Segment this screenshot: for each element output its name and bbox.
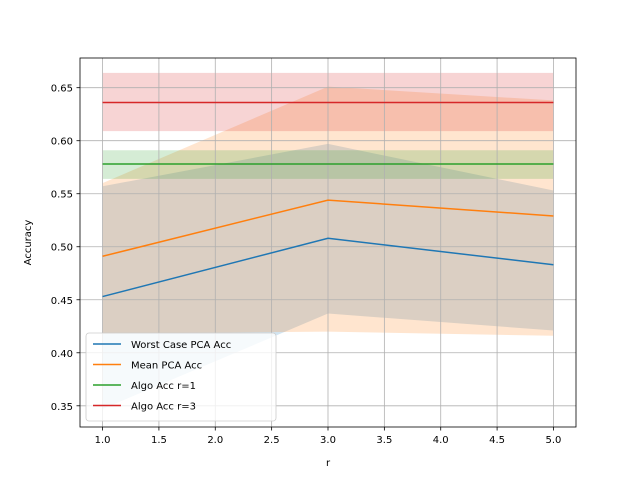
x-tick-label: 1.5 [151,435,167,446]
y-tick-label: 0.35 [51,402,73,413]
legend: Worst Case PCA Acc Mean PCA Acc Algo Acc r… [85,332,277,422]
x-axis-ticks: 1.0 1.5 2.0 2.5 3.0 3.5 4.0 4.5 5.0 [95,427,562,446]
y-tick-label: 0.65 [51,84,73,95]
y-tick-label: 0.60 [51,137,73,148]
x-tick-label: 4.5 [489,435,505,446]
series-lines [102,101,554,298]
x-axis-label: r [326,458,331,469]
x-tick-label: 5.0 [546,435,562,446]
legend-label-1: Worst Case PCA Acc [131,340,231,351]
legend-label-2: Mean PCA Acc [131,361,202,372]
y-tick-label: 0.40 [51,349,73,360]
y-tick-label: 0.45 [51,296,73,307]
x-tick-label: 2.0 [207,435,223,446]
x-tick-label: 1.0 [95,435,111,446]
legend-label-3: Algo Acc r=1 [131,381,196,392]
line-series-1 [102,237,554,298]
line-series-2 [102,199,554,258]
x-tick-label: 3.0 [320,435,336,446]
legend-box [85,332,277,422]
y-tick-label: 0.50 [51,243,73,254]
x-tick-label: 3.5 [376,435,392,446]
x-tick-label: 4.0 [433,435,449,446]
y-tick-label: 0.55 [51,190,73,201]
legend-label-4: Algo Acc r=3 [131,402,196,413]
x-tick-label: 2.5 [264,435,280,446]
y-axis-ticks: 0.35 0.40 0.45 0.50 0.55 0.60 0.65 [51,84,80,413]
y-axis-label: Accuracy [23,220,34,266]
